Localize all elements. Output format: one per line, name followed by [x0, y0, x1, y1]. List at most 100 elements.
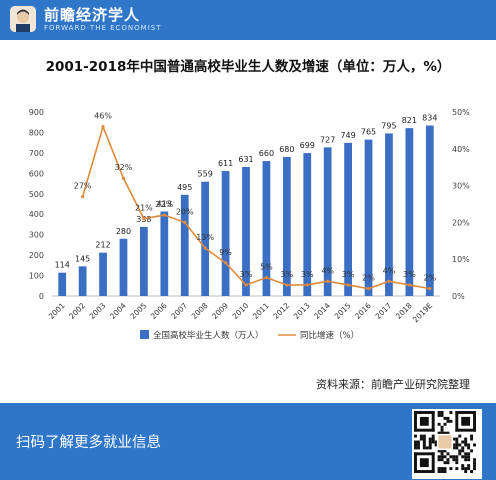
footer-bar: 扫码了解更多就业信息 [0, 403, 496, 480]
growth-value-label: 20% [176, 207, 194, 216]
growth-value-label: 2% [362, 274, 375, 283]
brand-name: 前瞻经济学人 [44, 6, 141, 24]
growth-value-label: 22% [155, 200, 173, 209]
footer-cta[interactable]: 扫码了解更多就业信息 [16, 435, 161, 451]
growth-point [101, 125, 105, 129]
bar [303, 153, 312, 296]
bar-value-label: 821 [402, 116, 417, 125]
x-tick-label: 2015 [333, 301, 353, 321]
bar [160, 211, 169, 296]
x-tick-label: 2001 [47, 301, 67, 321]
growth-value-label: 21% [135, 204, 153, 213]
bar [282, 156, 291, 296]
left-tick-label: 800 [29, 128, 44, 137]
x-tick-label: 2010 [231, 301, 251, 321]
x-tick-label: 2008 [190, 301, 210, 321]
growth-value-label: 4% [383, 266, 396, 275]
header-bar: 前瞻经济学人 FORWARD·THE ECONOMIST [0, 0, 496, 40]
growth-point [244, 283, 248, 287]
left-tick-label: 300 [29, 231, 44, 240]
x-tick-label: 2016 [353, 301, 373, 321]
x-tick-label: 2004 [108, 301, 128, 321]
bar-value-label: 834 [422, 113, 437, 122]
x-tick-label: 2014 [312, 301, 332, 321]
right-axis-ticks: 0% 10% 20% 30% 40% 50% [452, 108, 470, 301]
growth-value-label: 27% [74, 182, 92, 191]
x-tick-label: 2007 [169, 301, 189, 321]
left-tick-label: 400 [29, 210, 44, 219]
bar-value-label: 212 [95, 241, 110, 250]
bar [180, 194, 189, 296]
legend-bar-label: 全国高校毕业生人数（万人） [153, 330, 264, 341]
growth-point [346, 283, 350, 287]
growth-point [428, 287, 432, 291]
bar-value-label: 795 [381, 121, 396, 130]
growth-value-label: 3% [403, 270, 416, 279]
qr-code-icon[interactable] [412, 409, 482, 479]
growth-point [142, 217, 146, 221]
left-tick-label: 900 [29, 108, 44, 117]
bar-value-label: 660 [259, 149, 274, 158]
growth-value-label: 9% [219, 248, 232, 257]
bar-value-label: 559 [198, 170, 213, 179]
bar-value-label: 680 [279, 145, 294, 154]
x-tick-label: 2013 [292, 301, 312, 321]
growth-point [285, 283, 289, 287]
growth-point [407, 283, 411, 287]
growth-point [326, 279, 330, 283]
bar [405, 128, 414, 296]
combo-chart: 1141452122803384134955596116316606806997… [29, 108, 470, 341]
growth-point [203, 246, 207, 250]
bar [425, 125, 434, 296]
growth-value-label: 3% [240, 270, 253, 279]
x-tick-label: 2005 [128, 301, 148, 321]
bar-value-label: 413 [157, 200, 172, 209]
bar-value-label: 145 [75, 254, 90, 263]
right-tick-label: 30% [452, 182, 470, 191]
bar-value-label: 727 [320, 135, 335, 144]
bar [262, 161, 271, 296]
x-tick-label: 2003 [88, 301, 108, 321]
bar [385, 133, 393, 296]
bar-value-label: 280 [116, 227, 131, 236]
bar [78, 266, 87, 296]
brand-subtitle: FORWARD·THE ECONOMIST [44, 24, 162, 32]
growth-point [121, 176, 126, 180]
line-series [81, 124, 432, 291]
bar [119, 238, 128, 296]
growth-value-label: 3% [301, 270, 314, 279]
growth-value-label: 13% [196, 233, 214, 242]
bar-value-label: 114 [55, 261, 70, 270]
chart-legend: 全国高校毕业生人数（万人） 同比增速（%） [140, 330, 359, 341]
growth-value-label: 32% [115, 163, 133, 172]
bar-value-label: 749 [340, 131, 355, 140]
growth-point [81, 195, 85, 199]
bar [323, 147, 332, 296]
line-value-labels: 27% 46% 32% 21% 22%20% 13% 9% 3% 5% 3% 3% 4% 3% 2% 4% 3… [74, 112, 437, 283]
legend-line-label: 同比增速（%） [300, 330, 359, 341]
growth-point [223, 261, 228, 265]
left-tick-label: 100 [29, 272, 44, 281]
left-axis-ticks: 0 100 200 300 400 500 600 700 800 900 [29, 108, 44, 301]
bar-series [58, 125, 434, 296]
growth-value-label: 5% [260, 263, 273, 272]
chart-title: 2001-2018年中国普通高校毕业生人数及增速（单位：万人，%） [45, 59, 451, 75]
bar-value-label: 611 [218, 159, 233, 168]
growth-value-label: 3% [342, 270, 355, 279]
bar [242, 166, 250, 296]
left-tick-label: 200 [29, 251, 44, 260]
bar-value-label: 765 [361, 128, 376, 137]
growth-point [264, 276, 269, 280]
growth-point [183, 220, 187, 224]
growth-value-label: 4% [321, 266, 334, 275]
x-tick-label: 2017 [373, 301, 393, 321]
right-tick-label: 20% [452, 218, 470, 227]
growth-point [305, 283, 309, 287]
bar-value-label: 495 [177, 183, 192, 192]
bar [201, 181, 210, 296]
right-tick-label: 40% [452, 145, 470, 154]
right-tick-label: 10% [452, 255, 470, 264]
growth-value-label: 46% [94, 112, 112, 121]
growth-line [81, 124, 430, 290]
bar [58, 272, 67, 296]
